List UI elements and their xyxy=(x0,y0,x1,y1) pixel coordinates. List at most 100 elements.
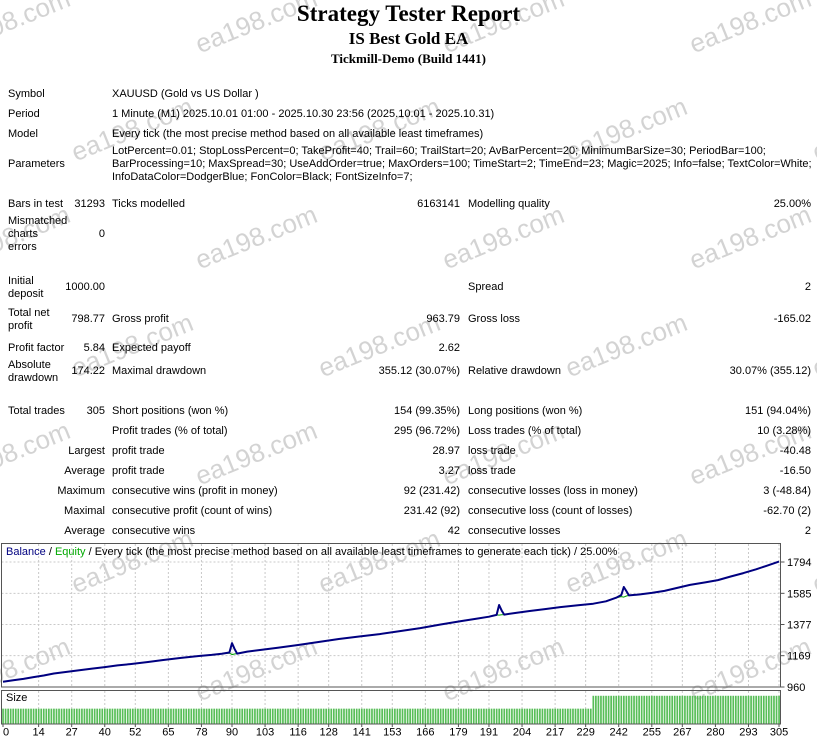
size-bar xyxy=(681,695,684,724)
size-bar xyxy=(366,708,368,724)
report-cell-c1: Mismatched charts errors xyxy=(8,214,68,253)
size-bar xyxy=(546,708,549,724)
size-bar xyxy=(131,708,134,724)
report-row: Symbol XAUUSD (Gold vs US Dollar ) xyxy=(0,84,817,104)
size-bar xyxy=(577,708,579,724)
report-cell-c6: -40.48 xyxy=(779,444,811,457)
report-cell-c2: 174.22 xyxy=(71,365,105,377)
x-tick-label: 191 xyxy=(480,727,498,738)
size-bar xyxy=(434,708,437,724)
size-bar xyxy=(167,708,170,724)
report-row: Mismatched charts errors 0 xyxy=(0,214,817,254)
size-bar xyxy=(427,708,429,724)
size-bar xyxy=(582,708,585,724)
size-bar xyxy=(302,708,305,724)
report-cell-c5: loss trade xyxy=(468,464,516,477)
size-bar xyxy=(111,708,114,724)
size-bar xyxy=(762,695,765,724)
size-bar xyxy=(9,708,12,724)
report-cell-c4: 3.27 xyxy=(438,464,460,477)
size-bar xyxy=(671,695,674,724)
report-row: Absolute drawdown 174.22 Maximal drawdown 35… xyxy=(0,358,817,385)
report-cell-c3: Profit trades (% of total) xyxy=(112,424,228,437)
size-chart-title: Size xyxy=(6,692,27,704)
size-bar xyxy=(376,708,378,724)
report-cell-c5: Gross loss xyxy=(468,313,520,325)
size-bar xyxy=(198,708,200,724)
size-bar xyxy=(541,708,544,724)
size-bar xyxy=(106,708,109,724)
size-bar xyxy=(215,708,218,724)
report-cell-c4: 92 (231.42) xyxy=(403,484,460,497)
size-bar xyxy=(221,708,223,724)
y-tick-label: 1377 xyxy=(787,620,811,632)
size-bar xyxy=(282,708,284,724)
size-bar xyxy=(248,708,251,724)
size-bar xyxy=(503,708,506,724)
size-bar xyxy=(203,708,205,724)
size-bar xyxy=(656,695,658,724)
size-bar xyxy=(747,695,750,724)
size-bar xyxy=(147,708,149,724)
size-bar xyxy=(549,708,551,724)
size-bar xyxy=(327,708,330,724)
size-bar xyxy=(317,708,320,724)
size-bar xyxy=(483,708,485,724)
legend-quality: 25.00% xyxy=(580,546,618,558)
size-bar xyxy=(32,708,35,724)
report-cell-c1: Absolute drawdown xyxy=(8,358,59,384)
size-bar xyxy=(704,695,707,724)
size-bar xyxy=(472,708,475,724)
size-bar xyxy=(182,708,185,724)
size-bar xyxy=(569,708,572,724)
legend-balance-label: Balance xyxy=(6,546,46,558)
size-bar xyxy=(689,695,691,724)
x-tick-label: 0 xyxy=(3,727,9,738)
x-tick-label: 305 xyxy=(770,727,788,738)
report-cell-c3: Gross profit xyxy=(112,313,169,325)
size-bar xyxy=(559,708,562,724)
size-bar xyxy=(773,695,775,724)
size-bar xyxy=(35,708,37,724)
balance-line xyxy=(2,560,780,683)
report-cell-c6: 151 (94.04%) xyxy=(744,404,811,417)
size-bar xyxy=(595,695,597,724)
report-row: Profit trades (% of total) 295 (96.72%) Lo… xyxy=(0,421,817,441)
report-cell-c3: Expected payoff xyxy=(112,341,191,354)
size-bar xyxy=(544,708,546,724)
size-bar xyxy=(37,708,40,724)
size-bar xyxy=(86,708,88,724)
report-cell-c1: Model xyxy=(8,127,38,140)
size-bar xyxy=(386,708,389,724)
size-bar xyxy=(287,708,289,724)
size-bar xyxy=(396,708,399,724)
size-bar xyxy=(485,708,488,724)
size-bar xyxy=(742,695,745,724)
x-tick-label: 179 xyxy=(449,727,467,738)
size-bar xyxy=(750,695,752,724)
size-bar xyxy=(241,708,244,724)
report-cell-c1: Profit factor xyxy=(8,341,65,354)
size-bar xyxy=(256,708,259,724)
size-bar xyxy=(432,708,434,724)
size-bar xyxy=(539,708,541,724)
report-cell-c5: consecutive losses xyxy=(468,524,561,537)
report-cell-c2: Largest xyxy=(68,444,105,457)
size-bar xyxy=(533,708,536,724)
size-bar xyxy=(91,708,93,724)
size-bar xyxy=(516,708,518,724)
size-bar xyxy=(159,708,162,724)
size-bar xyxy=(737,695,740,724)
size-bar xyxy=(264,708,266,724)
size-bar xyxy=(129,708,132,724)
size-bar xyxy=(20,708,22,724)
x-tick-label: 78 xyxy=(195,727,207,738)
size-bar xyxy=(404,708,406,724)
size-bar xyxy=(470,708,473,724)
size-bar xyxy=(25,708,27,724)
size-bar xyxy=(73,708,76,724)
size-chart-border xyxy=(1,690,781,725)
report-cell-c2: 0 xyxy=(98,227,105,240)
size-bar xyxy=(551,708,554,724)
size-bar xyxy=(462,708,465,724)
